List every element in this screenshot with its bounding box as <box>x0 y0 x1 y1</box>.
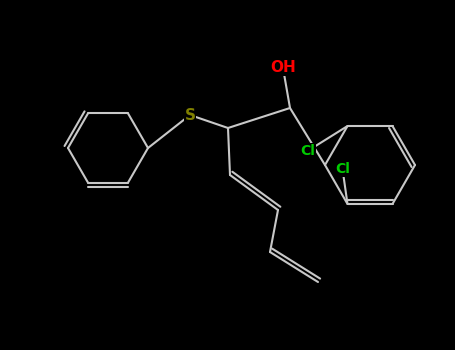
Text: S: S <box>184 107 196 122</box>
Text: OH: OH <box>270 61 296 76</box>
Text: Cl: Cl <box>335 162 350 176</box>
Text: Cl: Cl <box>300 144 315 158</box>
